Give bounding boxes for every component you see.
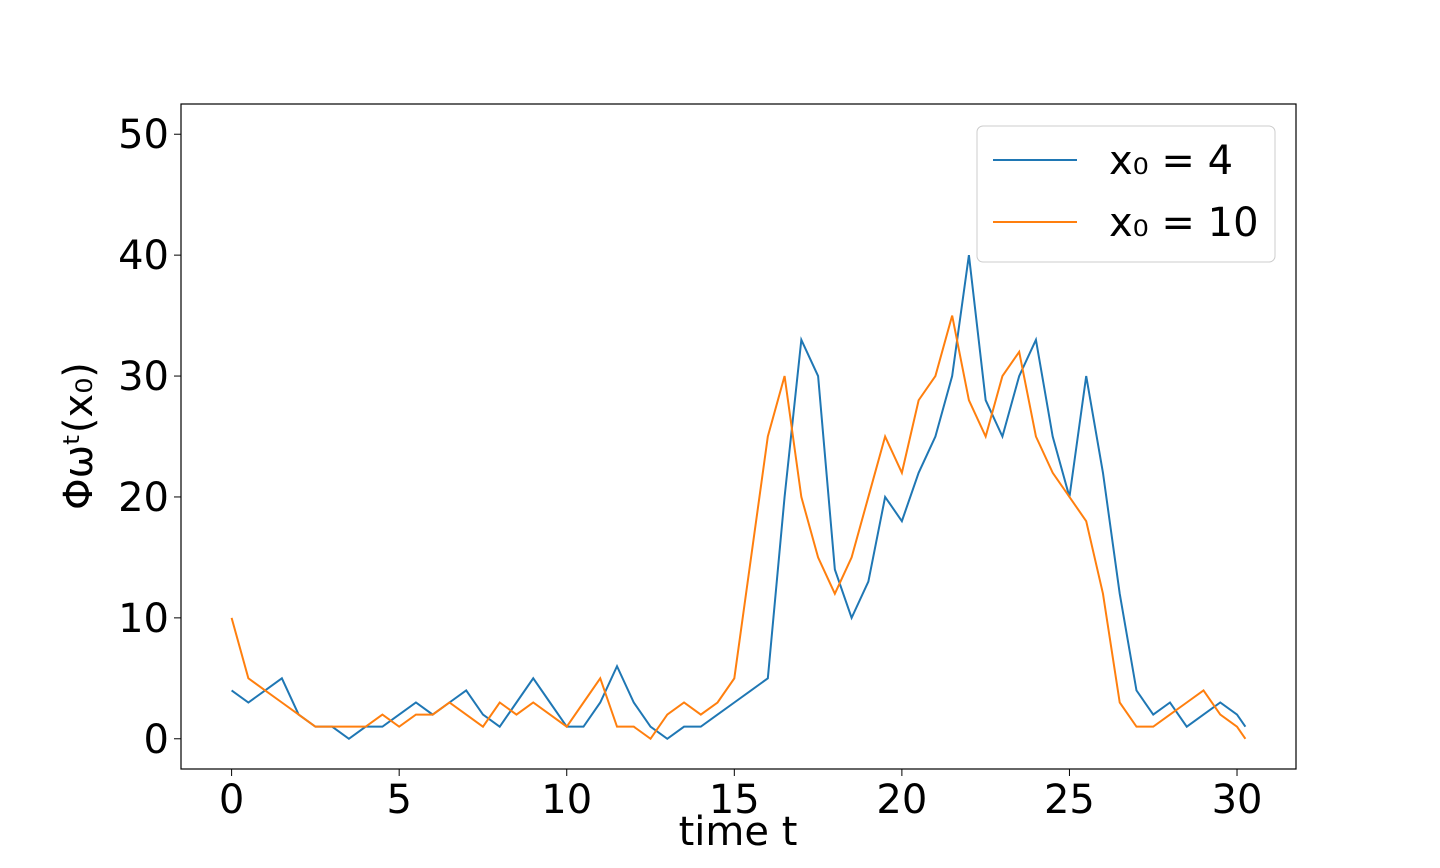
x-tick-label: 25: [1044, 777, 1095, 823]
legend-label: x₀ = 10: [1109, 200, 1259, 246]
x-axis-label: time t: [679, 809, 798, 855]
x-tick-label: 20: [876, 777, 927, 823]
y-tick-label: 30: [118, 354, 169, 400]
y-tick-label: 50: [118, 112, 169, 158]
x-tick-label: 15: [709, 777, 760, 823]
series-line: [230, 315, 1247, 741]
y-tick-label: 10: [118, 596, 169, 642]
y-tick-label: 40: [118, 233, 169, 279]
y-tick-label: 20: [118, 475, 169, 521]
y-axis-label: Φωᵗ(x₀): [56, 362, 102, 510]
plot-frame: [180, 103, 1297, 770]
series-line: [231, 254, 1247, 741]
x-tick-label: 0: [219, 777, 244, 823]
x-tick-label: 30: [1212, 777, 1263, 823]
legend-label: x₀ = 4: [1109, 138, 1233, 184]
x-tick-label: 10: [541, 777, 592, 823]
y-tick-label: 0: [144, 717, 169, 763]
x-tick-label: 5: [386, 777, 411, 823]
